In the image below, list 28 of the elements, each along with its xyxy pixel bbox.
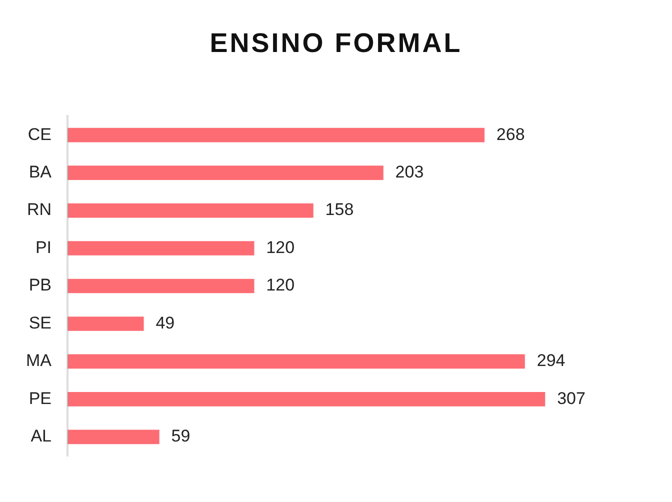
data-label: 268 <box>496 124 525 144</box>
y-tick-label: SE <box>28 313 52 332</box>
y-tick-label: RN <box>26 200 52 220</box>
bar <box>68 241 254 256</box>
bar <box>68 354 525 369</box>
bar <box>68 430 160 444</box>
data-label: 120 <box>266 238 295 257</box>
y-tick-label: MA <box>26 351 52 370</box>
y-tick-label: BA <box>28 162 52 182</box>
bar <box>68 392 546 406</box>
bar <box>68 278 254 294</box>
bar <box>68 128 484 142</box>
data-label: 294 <box>536 351 566 370</box>
data-label: 158 <box>325 200 354 220</box>
y-tick-label: PB <box>28 276 52 295</box>
bar <box>68 166 384 180</box>
bar <box>68 203 314 218</box>
y-tick-label: AL <box>30 426 52 446</box>
y-tick-label: PE <box>28 388 52 408</box>
data-label: 203 <box>395 162 424 182</box>
data-label: 49 <box>156 313 175 332</box>
data-label: 120 <box>266 276 295 295</box>
bar <box>68 316 144 331</box>
data-label: 59 <box>171 426 190 446</box>
data-label: 307 <box>557 388 586 408</box>
chart-title: ENSINO FORMAL <box>208 28 464 59</box>
y-tick-label: CE <box>28 124 52 144</box>
y-tick-label: PI <box>35 238 52 257</box>
